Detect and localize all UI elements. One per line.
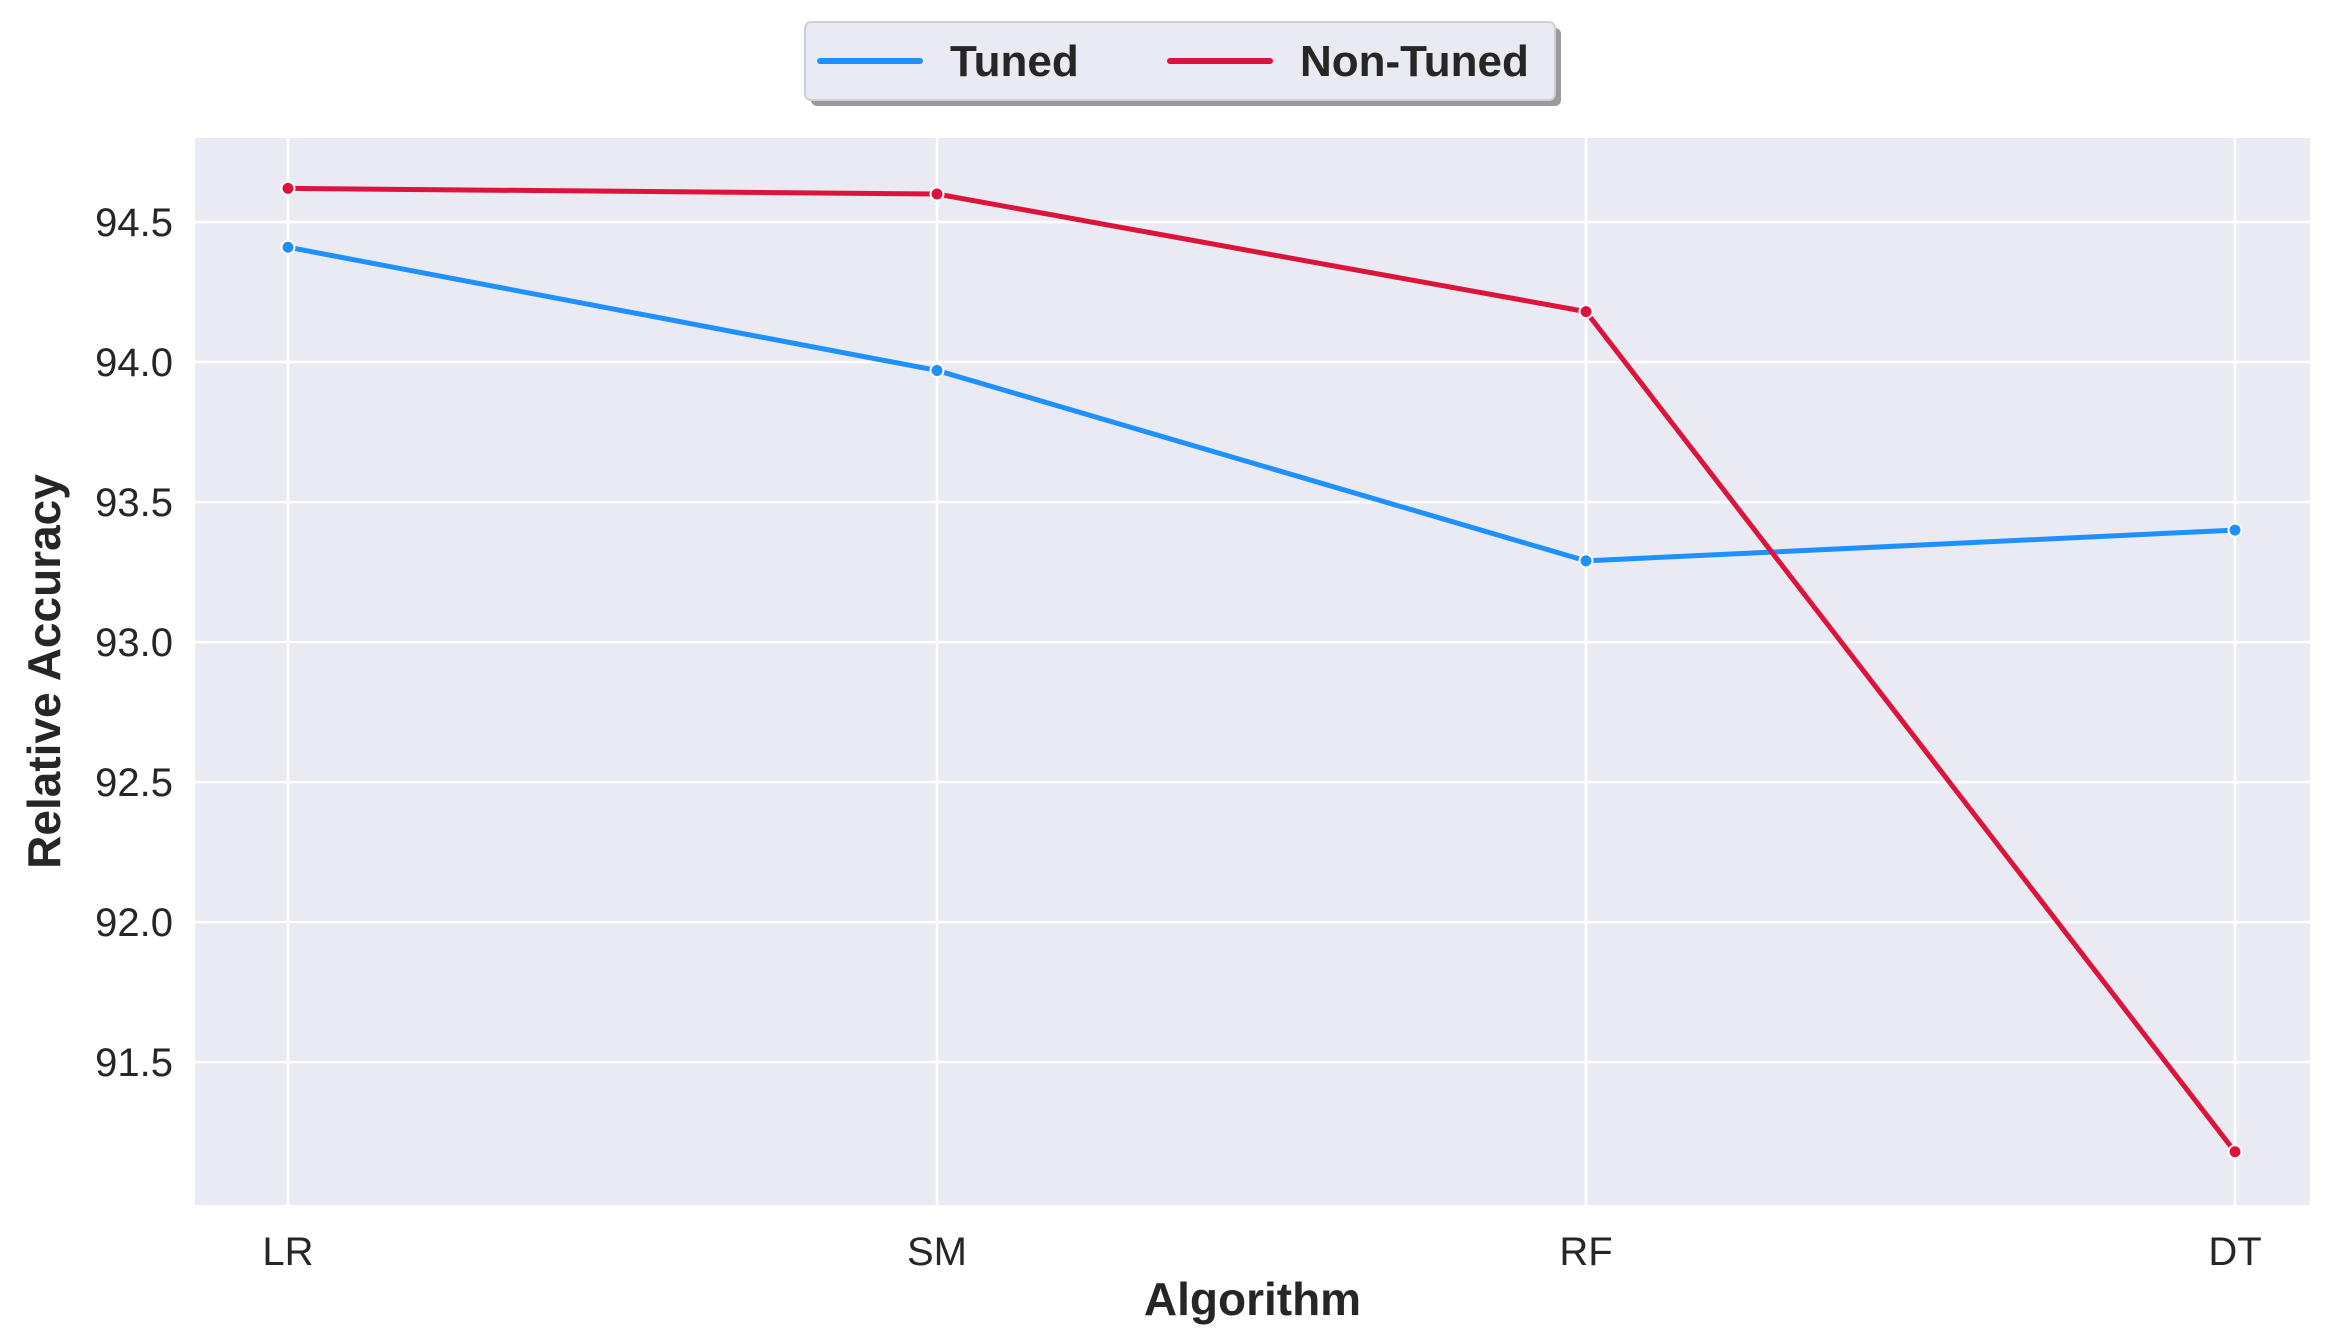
legend-label: Non-Tuned xyxy=(1300,37,1529,86)
y-tick-label: 91.5 xyxy=(95,1041,173,1085)
series-lines xyxy=(280,180,2243,1160)
data-point xyxy=(1578,553,1594,569)
legend-label: Tuned xyxy=(950,37,1079,86)
legend: Tuned Non-Tuned xyxy=(804,21,1561,106)
y-tick-label: 92.0 xyxy=(95,901,173,945)
series-line xyxy=(285,185,2238,1155)
data-point xyxy=(929,186,945,202)
data-point xyxy=(2227,522,2243,538)
y-tick-label: 93.0 xyxy=(95,621,173,665)
data-point xyxy=(1578,304,1594,320)
x-axis-title: Algorithm xyxy=(1144,1273,1361,1325)
data-point xyxy=(2227,1144,2243,1160)
plot-area xyxy=(195,138,2310,1205)
series-line xyxy=(285,244,2238,564)
data-point xyxy=(280,180,296,196)
y-tick-label: 92.5 xyxy=(95,761,173,805)
x-tick-label: RF xyxy=(1559,1230,1612,1274)
x-tick-label: LR xyxy=(262,1230,313,1274)
y-tick-label: 94.0 xyxy=(95,341,173,385)
y-axis-ticks: 91.5 92.0 92.5 93.0 93.5 94.0 94.5 xyxy=(95,201,173,1085)
x-axis-ticks: LR SM RF DT xyxy=(262,1230,2261,1274)
y-tick-label: 93.5 xyxy=(95,481,173,525)
data-point xyxy=(929,362,945,378)
x-tick-label: DT xyxy=(2208,1230,2261,1274)
grid-lines xyxy=(195,138,2310,1205)
y-tick-label: 94.5 xyxy=(95,201,173,245)
x-tick-label: SM xyxy=(907,1230,967,1274)
data-point xyxy=(280,239,296,255)
legend-items: Tuned Non-Tuned xyxy=(817,37,1529,86)
y-axis-title: Relative Accuracy xyxy=(18,474,70,869)
